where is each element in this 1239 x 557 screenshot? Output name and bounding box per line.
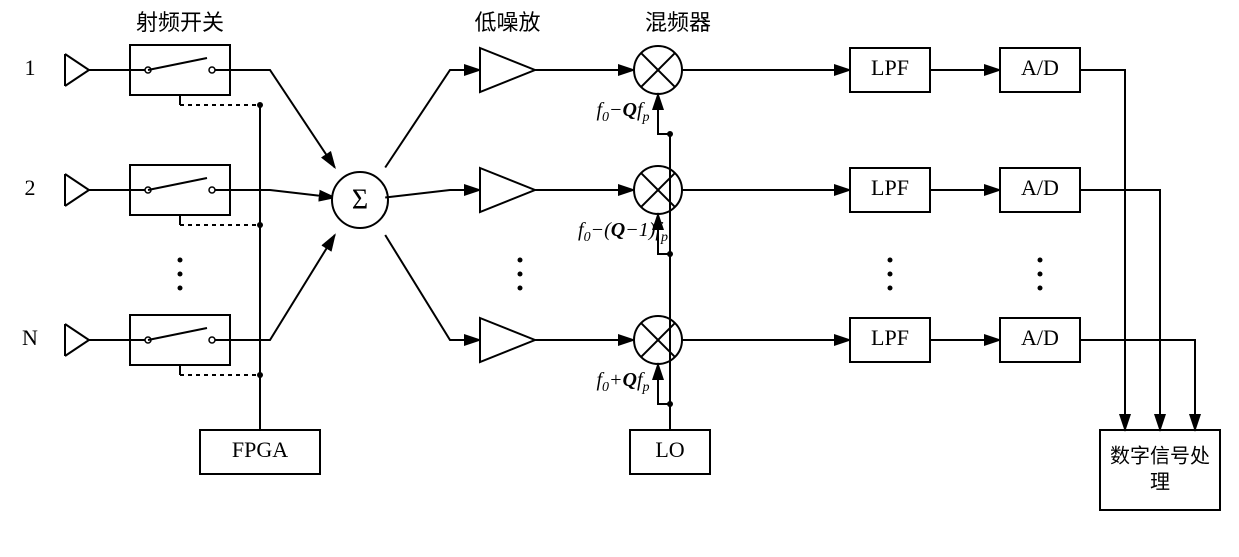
wire [385,235,480,340]
ad-label: A/D [1021,175,1059,200]
wire [385,190,480,198]
lna-label: 低噪放 [474,10,540,35]
antenna-icon [65,324,89,356]
wire [1080,340,1195,430]
wire [658,94,670,134]
vdots-inputs [178,258,183,263]
freq-label: f0+Qfp [596,369,649,395]
vdots-inputs [178,272,183,277]
lpf-label: LPF [871,325,909,350]
amplifier-icon [480,318,535,362]
sum-label: Σ [352,184,368,215]
amplifier-icon [480,48,535,92]
fpga-label: FPGA [232,437,288,462]
freq-label: f0−Qfp [596,99,649,125]
dsp-label-1: 数字信号处 [1110,445,1210,468]
vdots-amps [518,286,523,291]
lpf-label: LPF [871,55,909,80]
vdots-lpf [888,272,893,277]
antenna-icon [65,54,89,86]
wire [230,235,335,340]
ad-label: A/D [1021,55,1059,80]
freq-label: f0−(Q−1)fp [578,219,668,245]
wire [658,364,670,404]
vdots-ad [1038,258,1043,263]
wire [1080,190,1160,430]
vdots-amps [518,272,523,277]
dsp-label-2: 理 [1150,472,1170,494]
antenna-icon [65,174,89,206]
switch-terminal [209,187,215,193]
wire [385,70,480,168]
vdots-lpf [888,258,893,263]
amplifier-icon [480,168,535,212]
wire [1080,70,1125,430]
wire [230,70,335,168]
vdots-ad [1038,272,1043,277]
wire [230,190,335,198]
vdots-lpf [888,286,893,291]
vdots-inputs [178,286,183,291]
input-label-1: 2 [25,175,36,200]
dsp-block [1100,430,1220,510]
lpf-label: LPF [871,175,909,200]
vdots-ad [1038,286,1043,291]
mixer-label: 混频器 [645,10,711,35]
ad-label: A/D [1021,325,1059,350]
vdots-amps [518,258,523,263]
switch-terminal [209,67,215,73]
lo-label: LO [655,437,684,462]
switch-terminal [209,337,215,343]
input-label-0: 1 [25,55,36,80]
rf-switch-label: 射频开关 [136,10,224,35]
input-label-2: N [22,325,38,350]
